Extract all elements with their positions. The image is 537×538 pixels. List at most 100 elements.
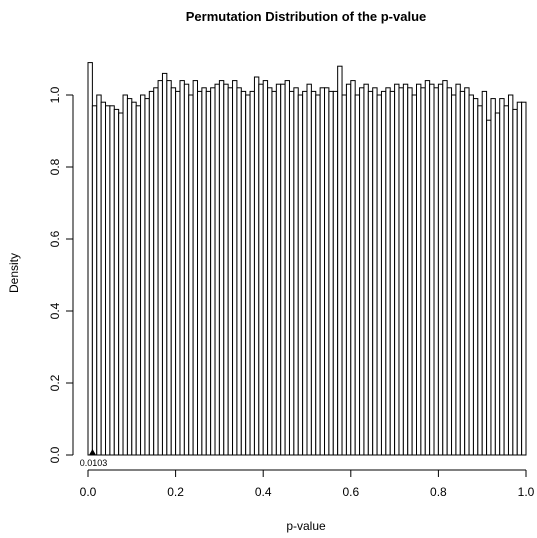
histogram-bar (126, 98, 133, 456)
histogram-bar (113, 108, 120, 456)
histogram-bar (389, 90, 396, 456)
histogram-bar (297, 94, 304, 456)
histogram-bar (236, 87, 242, 456)
histogram-bar (411, 94, 417, 456)
histogram-bar (442, 80, 448, 456)
histogram-bar (437, 83, 444, 456)
observed-marker-triangle (89, 449, 97, 455)
x-tick-label: 0.0 (80, 485, 97, 499)
histogram-bar (363, 83, 369, 456)
y-tick-label: 1.0 (48, 86, 62, 103)
histogram-bar (332, 90, 339, 456)
histogram-bar (192, 80, 198, 456)
histogram-bar (267, 87, 273, 456)
histogram-bar (258, 83, 264, 456)
histogram-bar (284, 80, 290, 456)
histogram-bar (96, 94, 102, 456)
histogram-bar (232, 80, 238, 456)
histogram-bar (223, 83, 229, 456)
histogram-bar (499, 98, 505, 456)
histogram-bar (100, 101, 107, 456)
histogram-bar (170, 87, 177, 456)
histogram-bar (310, 90, 317, 456)
histogram-bar (288, 90, 295, 456)
histogram-bar (376, 94, 382, 456)
histogram-bar (227, 87, 234, 456)
histogram-bar (131, 101, 137, 456)
histogram-bar (507, 94, 514, 456)
x-tick-label: 0.4 (255, 485, 272, 499)
histogram-bar (87, 62, 93, 456)
histogram-bar (464, 87, 470, 456)
histogram-bar (468, 94, 474, 456)
histogram-bar (337, 65, 343, 456)
histogram-bar (402, 83, 409, 456)
x-axis: 0.0 0.2 0.4 0.6 0.8 1.0 (80, 469, 535, 499)
histogram-bar (398, 87, 404, 456)
histogram-bar (140, 94, 146, 456)
histogram-bar (394, 83, 400, 456)
histogram-bar (118, 112, 124, 456)
histogram-bar (516, 101, 523, 456)
histogram-bar (416, 83, 422, 456)
histogram-bar (451, 94, 457, 456)
histogram-bar (210, 87, 216, 456)
histogram-bar (503, 105, 509, 456)
histogram-bar (345, 83, 352, 456)
histogram-bar (122, 94, 128, 456)
histogram-bar (429, 83, 435, 456)
x-tick-label: 1.0 (518, 485, 535, 499)
histogram-bar (354, 94, 361, 456)
y-tick-label: 0.4 (48, 302, 62, 319)
histogram-bar (105, 105, 111, 456)
histogram-bar (293, 87, 299, 456)
histogram-bar (271, 90, 277, 456)
histogram-bar (144, 98, 150, 456)
histogram-bar (175, 90, 181, 456)
histogram-bar (161, 72, 168, 456)
histogram-bar (280, 83, 286, 456)
histogram-bar (275, 83, 282, 456)
histogram-bar (328, 90, 334, 456)
histogram-bar (135, 105, 142, 456)
x-tick-label: 0.8 (430, 485, 447, 499)
histogram-bar (380, 90, 387, 456)
histogram-bar (512, 108, 518, 456)
histogram-bar (166, 80, 172, 456)
histogram-bar (214, 83, 220, 456)
histogram-bar (372, 87, 378, 456)
histogram-bars (87, 62, 527, 456)
histogram-bar (262, 80, 269, 456)
histogram-bar (315, 94, 321, 456)
histogram-bar (245, 94, 251, 456)
y-tick-label: 0.2 (48, 374, 62, 391)
observed-marker-label: 0.0103 (80, 458, 108, 468)
histogram-bar (420, 87, 426, 456)
observed-value-marker: 0.0103 (80, 449, 108, 468)
histogram-bar (359, 87, 365, 456)
histogram-bar (446, 87, 453, 456)
histogram-bar (481, 90, 488, 456)
histogram-bar (477, 105, 483, 456)
x-axis-label: p-value (286, 519, 326, 533)
histogram-bar (424, 80, 431, 456)
histogram-bar (459, 90, 466, 456)
histogram-bar (205, 90, 212, 456)
y-tick-label: 0.0 (48, 446, 62, 463)
histogram-bar (302, 90, 308, 456)
histogram-bar (306, 83, 312, 456)
histogram-bar (455, 83, 461, 456)
histogram-bar (109, 105, 115, 456)
y-axis-label: Density (7, 253, 21, 293)
histogram-bar (240, 90, 247, 456)
histogram-bar (324, 87, 330, 456)
histogram-bar (253, 76, 260, 456)
histogram-bar (157, 80, 163, 456)
histogram-bar (486, 119, 492, 456)
histogram-bar (91, 105, 98, 456)
histogram-bar (385, 87, 391, 456)
histogram-bar (197, 90, 203, 456)
chart-title: Permutation Distribution of the p-value (186, 9, 427, 24)
x-tick-label: 0.2 (167, 485, 184, 499)
